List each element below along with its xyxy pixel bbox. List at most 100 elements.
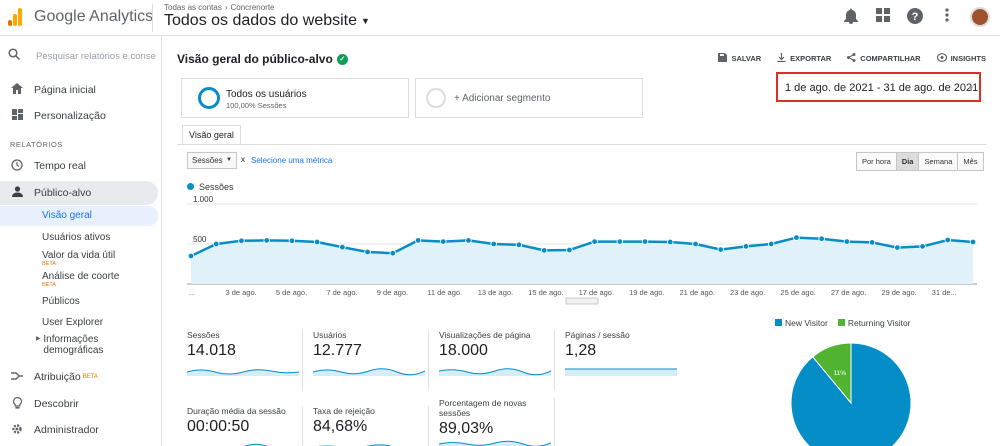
search-input[interactable]: Pesquisar relatórios e conse — [36, 51, 156, 62]
data-point[interactable] — [894, 244, 901, 251]
legend-item-new-visitor[interactable]: New Visitor — [775, 318, 828, 328]
segment-all-users[interactable]: Todos os usuários 100,00% Sessões — [181, 78, 409, 118]
breadcrumb[interactable]: Todas as contas › Concrenorte — [164, 3, 275, 12]
insights-button[interactable]: INSIGHTS — [936, 53, 986, 64]
person-icon — [10, 186, 24, 200]
scorecard-avg-session-duration[interactable]: Duração média da sessão 00:00:50 — [187, 406, 303, 446]
sidebar-item-label: Público-alvo — [34, 187, 92, 199]
data-point[interactable] — [566, 246, 573, 254]
scorecard-pages-per-session[interactable]: Páginas / sessão 1,28 — [565, 330, 681, 390]
sidebar-subitem-lifetime-value[interactable]: Valor da vida útil BETA — [42, 250, 115, 267]
sidebar-subitem-active-users[interactable]: Usuários ativos — [42, 232, 111, 243]
sidebar-subitem-label: Valor da vida útil — [42, 250, 116, 261]
sessions-line-chart[interactable]: 500 1.000... 3 de ago. 5 de ago. 7 de ago. 9 … — [187, 196, 977, 306]
granularity-hour[interactable]: Por hora — [856, 152, 897, 171]
verified-check-icon: ✓ — [336, 54, 348, 66]
data-point[interactable] — [465, 237, 472, 244]
notifications-icon[interactable] — [842, 8, 860, 26]
legend-swatch — [775, 319, 782, 326]
sidebar-subitem-cohort-analysis[interactable]: Análise de coorte BETA — [42, 271, 119, 288]
data-point[interactable] — [944, 236, 951, 244]
data-point[interactable] — [490, 240, 497, 248]
data-point[interactable] — [389, 250, 397, 257]
data-point[interactable] — [667, 238, 674, 246]
scorecard-label: Duração média da sessão — [187, 406, 286, 416]
breadcrumb-account[interactable]: Concrenorte — [230, 3, 275, 12]
search-box[interactable]: Pesquisar relatórios e conse — [8, 48, 158, 66]
data-point[interactable] — [868, 239, 876, 246]
more-vert-icon[interactable] — [938, 8, 956, 26]
sidebar-item-home[interactable]: Página inicial — [0, 78, 158, 102]
data-point[interactable] — [843, 238, 851, 245]
y-tick-label: 500 — [193, 235, 207, 244]
data-point[interactable] — [414, 237, 422, 244]
data-point[interactable] — [263, 237, 270, 244]
data-point[interactable] — [515, 241, 523, 248]
sidebar-subitem-audiences[interactable]: Públicos — [42, 296, 80, 307]
share-button[interactable]: COMPARTILHAR — [847, 53, 921, 64]
data-point[interactable] — [591, 238, 598, 245]
sidebar-item-discover[interactable]: Descobrir — [0, 392, 158, 416]
sidebar-subitem-demographics[interactable]: ▶ Informações demográficas — [36, 334, 146, 356]
sidebar-item-admin[interactable]: Administrador — [0, 418, 158, 442]
x-tick-label: 3 de ago. — [225, 288, 256, 297]
avatar[interactable] — [970, 7, 990, 27]
sidebar-subitem-overview[interactable]: Visão geral — [0, 206, 158, 226]
scorecard-pageviews[interactable]: Visualizações de página 18.000 — [439, 330, 555, 390]
select-metric-link[interactable]: Selecione uma métrica — [251, 156, 333, 165]
data-point[interactable] — [238, 237, 245, 244]
data-point[interactable] — [187, 252, 195, 260]
data-point[interactable] — [288, 237, 296, 244]
visitor-type-pie-chart[interactable]: 11% — [789, 341, 913, 446]
x-tick-label: 15 de ago. — [528, 288, 563, 297]
granularity-day[interactable]: Dia — [895, 152, 920, 171]
pie-slice-returning-visitor[interactable] — [812, 342, 852, 405]
data-point[interactable] — [767, 240, 775, 248]
data-point[interactable] — [313, 238, 321, 246]
search-icon — [8, 48, 21, 63]
metric-dropdown[interactable]: Sessões ▼ — [187, 152, 237, 169]
scorecard-sessions[interactable]: Sessões 14.018 — [187, 330, 303, 390]
sidebar-item-audience[interactable]: Público-alvo — [0, 181, 158, 205]
data-point[interactable] — [339, 244, 346, 251]
data-point[interactable] — [919, 243, 926, 250]
data-point[interactable] — [440, 238, 447, 245]
data-point[interactable] — [616, 238, 624, 245]
sparkline — [439, 440, 551, 446]
analytics-logo-icon[interactable] — [8, 8, 22, 26]
chart-resize-handle[interactable] — [565, 297, 599, 305]
breadcrumb-all-accounts[interactable]: Todas as contas — [164, 3, 222, 12]
sidebar-subitem-user-explorer[interactable]: User Explorer — [42, 317, 104, 328]
help-icon[interactable]: ? — [906, 8, 924, 26]
pie-slice-new-visitor[interactable] — [790, 342, 912, 446]
data-point[interactable] — [742, 243, 750, 250]
beta-badge: BETA — [42, 261, 56, 267]
scorecard-bounce-rate[interactable]: Taxa de rejeição 84,68% — [313, 406, 429, 446]
scorecard-users[interactable]: Usuários 12.777 — [313, 330, 429, 390]
sidebar-item-realtime[interactable]: Tempo real — [0, 154, 158, 178]
data-point[interactable] — [717, 246, 724, 253]
data-point[interactable] — [213, 240, 220, 248]
data-point[interactable] — [641, 238, 649, 245]
data-point[interactable] — [818, 235, 825, 242]
scorecard-new-sessions[interactable]: Porcentagem de novas sessões 89,03% — [439, 398, 555, 446]
data-point[interactable] — [793, 234, 800, 241]
apps-icon[interactable] — [874, 8, 892, 26]
sidebar-item-attribution[interactable]: Atribuição BETA — [0, 365, 158, 389]
granularity-month[interactable]: Mês — [957, 152, 984, 171]
tab-overview[interactable]: Visão geral — [182, 125, 241, 144]
sidebar-item-customization[interactable]: Personalização — [0, 104, 158, 128]
granularity-week[interactable]: Semana — [918, 152, 959, 171]
date-range-picker[interactable]: 1 de ago. de 2021 - 31 de ago. de 2021 ▼ — [776, 72, 981, 102]
data-point[interactable] — [969, 238, 977, 246]
brand-name[interactable]: Google Analytics — [34, 8, 154, 25]
data-point[interactable] — [364, 248, 371, 256]
property-selector[interactable]: Todos os dados do website ▼ — [164, 12, 370, 30]
export-button[interactable]: EXPORTAR — [777, 53, 831, 64]
data-point[interactable] — [692, 240, 699, 248]
legend-item-returning-visitor[interactable]: Returning Visitor — [837, 318, 911, 328]
add-segment-button[interactable]: + Adicionar segmento — [415, 78, 643, 118]
data-point[interactable] — [540, 247, 548, 254]
insights-icon — [936, 53, 947, 64]
save-button[interactable]: SALVAR — [718, 53, 761, 64]
